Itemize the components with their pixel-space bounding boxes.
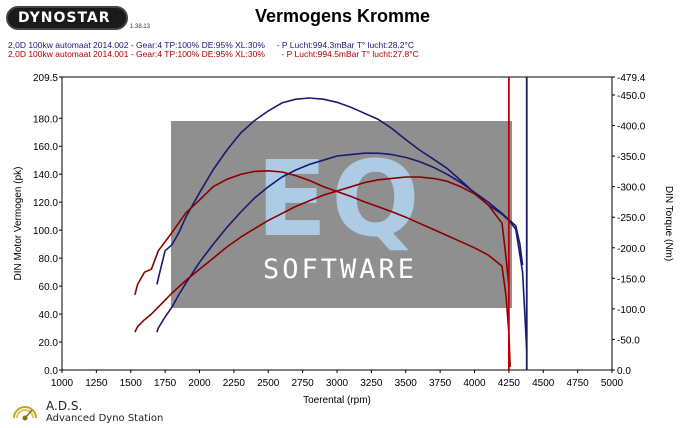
run-info-1: 2,0D 100kw automaat 2014.002 - Gear:4 TP…: [8, 40, 415, 50]
y-tick-label: 20.0: [39, 338, 59, 349]
y2-tick-label: 0.0: [617, 366, 631, 377]
y2-tick-label: -350.0: [617, 152, 646, 163]
x-tick-label: 1500: [120, 378, 143, 389]
x-tick-label: 3500: [395, 378, 418, 389]
x-tick-label: 1250: [85, 378, 108, 389]
x-tick-label: 2500: [257, 378, 280, 389]
y2-tick-label: -50.0: [617, 335, 640, 346]
axes: 1000 1250 1500 1750 2000 2250 2500 2750 3000 3250…: [33, 73, 646, 389]
series-layer: [134, 77, 528, 370]
ads-logo-icon: [13, 406, 37, 421]
y-tick-label: 80.0: [39, 254, 59, 265]
chart-title: Vermogens Kromme: [254, 6, 431, 26]
y2-tick-label: -250.0: [617, 213, 646, 224]
series-line-4: [134, 170, 511, 367]
y-axis-label: DIN Motor Vermogen (pk): [13, 167, 24, 281]
y2-tick-label: -200.0: [617, 244, 646, 255]
y2-tick-label: -479.4: [617, 73, 646, 84]
y-tick-label: 180.0: [33, 114, 58, 125]
dynostar-logo: DYNOSTAR: [6, 6, 128, 30]
x-tick-label: 4750: [567, 378, 590, 389]
x-tick-label: 2750: [292, 378, 315, 389]
x-tick-label: 2250: [223, 378, 246, 389]
x-tick-label: 4000: [463, 378, 486, 389]
y2-tick-label: -400.0: [617, 122, 646, 133]
run-info-2: 2,0D 100kw automaat 2014.001 - Gear:4 TP…: [8, 49, 419, 59]
y2-tick-label: -100.0: [617, 305, 646, 316]
axis-labels: Toerental (rpm) DIN Motor Vermogen (pk) DI…: [13, 167, 674, 406]
y-tick-label: 100.0: [33, 226, 58, 237]
y-tick-label: 209.5: [33, 73, 58, 84]
y-tick-label: 160.0: [33, 142, 58, 153]
x-axis-label: Toerental (rpm): [303, 395, 371, 406]
x-tick-label: 3750: [429, 378, 452, 389]
x-tick-label: 1000: [51, 378, 74, 389]
x-tick-label: 3000: [326, 378, 349, 389]
x-tick-label: 4500: [532, 378, 555, 389]
y-tick-label: 120.0: [33, 198, 58, 209]
y2-tick-label: -450.0: [617, 91, 646, 102]
watermark-software: SOFTWARE: [263, 254, 417, 285]
y2-tick-label: -150.0: [617, 274, 646, 285]
x-tick-label: 2000: [188, 378, 211, 389]
x-tick-label: 1750: [154, 378, 177, 389]
y2-axis-label: DIN Torque (Nm): [663, 186, 674, 261]
logo-text: DYNOSTAR: [18, 10, 111, 26]
ads-name: A.D.S.: [46, 399, 83, 413]
x-tick-label: 5000: [601, 378, 624, 389]
watermark-panel: [171, 121, 512, 308]
series-line-3: [134, 176, 510, 333]
x-tick-label: 4250: [498, 378, 521, 389]
logo-version: 1.38.13: [130, 24, 151, 30]
x-tick-label: 3250: [360, 378, 383, 389]
y-tick-label: 40.0: [39, 310, 59, 321]
y-tick-label: 60.0: [39, 282, 59, 293]
ads-subtitle: Advanced Dyno Station: [46, 413, 164, 424]
y-tick-label: 0.0: [44, 366, 58, 377]
y2-tick-label: -300.0: [617, 183, 646, 194]
watermark-eq: EQ: [256, 138, 423, 260]
y-tick-label: 140.0: [33, 170, 58, 181]
